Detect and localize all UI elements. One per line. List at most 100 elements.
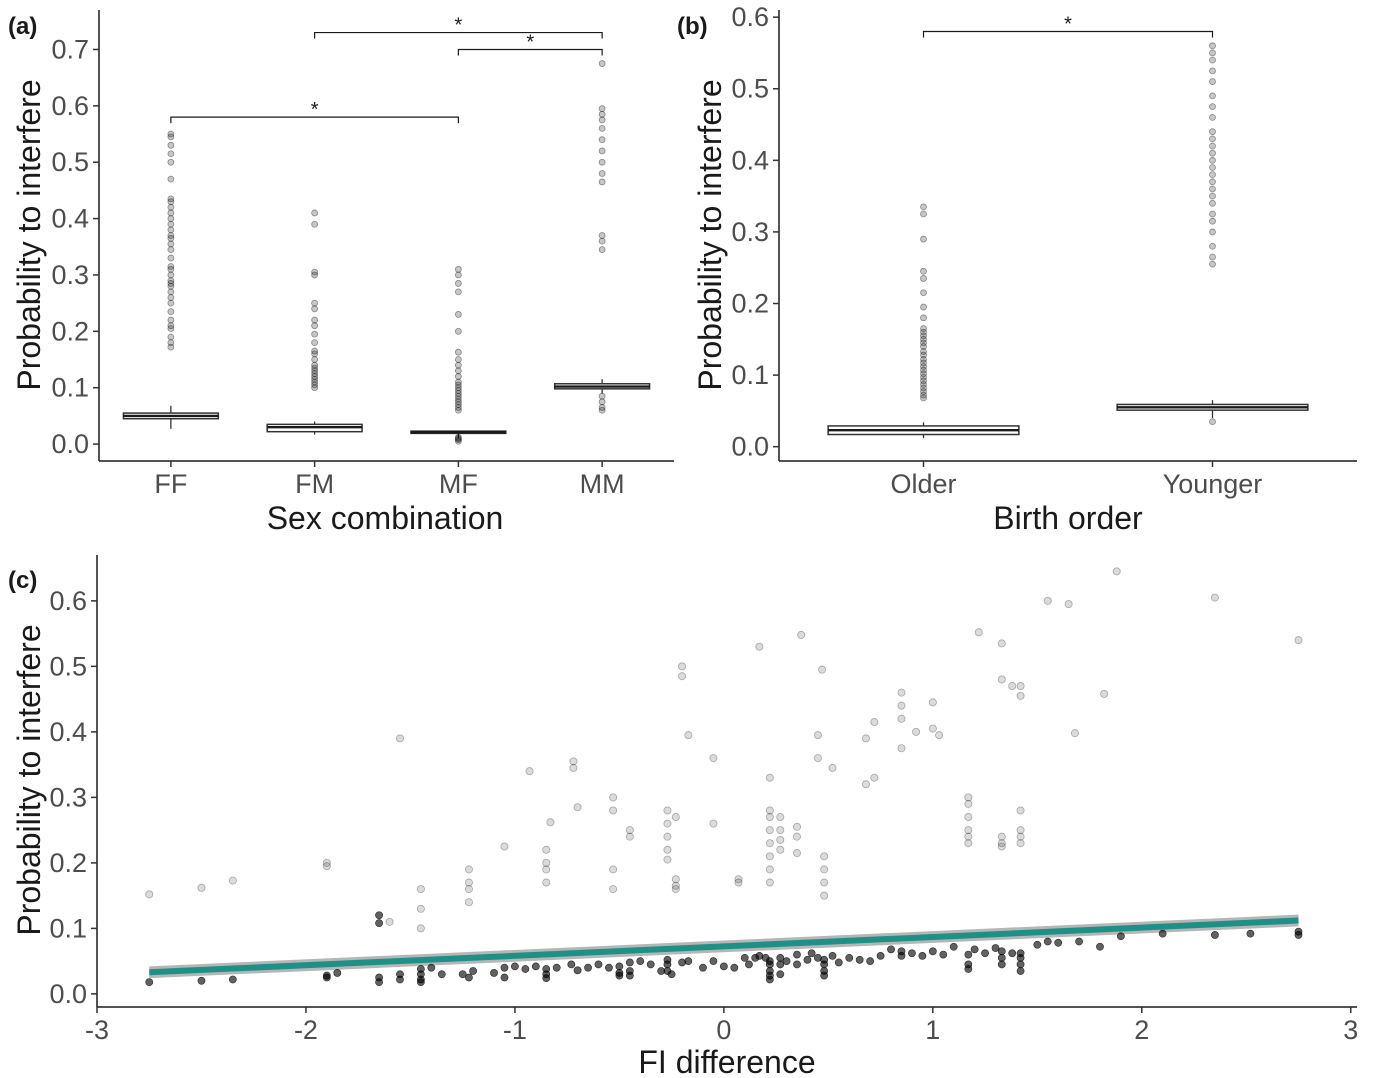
panel-a-x-tick-label: FF [154,469,187,499]
panel-c-scatter-point-light [663,832,672,841]
panel-a-outlier-point [311,361,319,369]
panel-c-scatter-point-dark [396,975,404,984]
panel-c-scatter-point-dark [765,975,774,984]
panel-c-scatter-point-light [820,865,829,874]
panel-b-y-tick-label: 0.4 [731,145,769,175]
panel-a-outlier-point [454,311,462,318]
panel-a-outlier-point [311,367,319,375]
panel-a-outlier-point [167,130,175,138]
panel-a-outlier-point [167,198,175,206]
panel-a-x-tick-label: FM [295,469,334,499]
panel-c-scatter-point-light [813,731,822,740]
panel-c-scatter-point-light [322,862,331,871]
panel-c-scatter-point-light [385,917,394,926]
panel-c-scatter-point-light [671,813,680,822]
panel-c-scatter-point-light [897,714,906,723]
panel-c-scatter-point-dark [866,957,875,966]
panel-c-scatter-point-light [997,675,1006,684]
panel-c-scatter-point-dark [542,974,551,983]
panel-c-scatter-point-dark [1008,949,1017,958]
panel-b-outlier-point [920,235,927,243]
panel-c-scatter-point-dark [981,949,989,958]
panel-c-scatter-point-dark [145,978,154,987]
panel-b-ylabel: Probability to interfere [692,79,728,390]
panel-a-outlier-point [311,375,319,383]
panel-c-scatter-point-light [663,819,672,828]
panel-b-significance-star: * [1064,13,1072,35]
panel-c-scatter-point-light [500,842,509,851]
panel-c-scatter-point-light [765,826,774,835]
panel-c-scatter-point-light [897,701,906,710]
panel-c-scatter-point-light [793,832,802,841]
panel-a-significance-star: * [454,15,462,37]
panel-b-outlier-point [920,363,927,370]
panel-a-outlier-point [598,246,606,253]
panel-c-scatter-point-dark [793,960,801,969]
panel-c-x-tick-label: -1 [503,1015,527,1045]
panel-c-scatter-point-light [1008,682,1017,691]
panel-c-scatter-point-dark [500,973,509,982]
panel-a-outlier-point [311,299,319,307]
panel-c-scatter-point-dark [745,960,753,969]
panel-a-significance-bracket [314,31,603,39]
panel-a-outlier-point [167,195,175,203]
panel-b-outlier-point [920,388,927,395]
panel-a-outlier-point [167,277,175,285]
panel-c-scatter-point-light [609,865,618,874]
panel-c-scatter-point-light [663,845,672,854]
panel-a-outlier-point [454,398,462,406]
panel-c-scatter-point-light [1016,832,1025,841]
panel-a-outlier-point [167,294,175,301]
panel-c-scatter-point-light [525,767,534,776]
panel-c-scatter-point-dark [1033,940,1042,949]
panel-c-scatter-point-dark [605,963,613,972]
panel-a-significance-bracket [457,48,603,56]
panel-c-scatter-point-dark [490,969,498,977]
panel-c-scatter-point-dark [807,949,816,958]
panel-c-scatter-point-light [625,826,634,835]
panel-c-scatter-point-light [765,773,774,782]
panel-a-outlier-point [598,124,606,132]
panel-c-scatter-point-light [678,672,687,681]
panel-a-outlier-point [454,265,462,273]
panel-c-scatter-point-light [663,806,672,815]
panel-c-scatter-point-dark [834,958,843,967]
panel-c-scatter-point-dark [1211,931,1219,939]
panel-b-significance-bracket [922,30,1214,38]
panel-c-scatter-point-dark [667,970,676,979]
panel-c-scatter-point-light [997,832,1006,841]
panel-c-scatter-point-dark [1246,929,1255,938]
panel-a-y-tick-label: 0.0 [51,429,89,459]
panel-c-scatter-point-dark [964,965,973,973]
panel-c-scatter-point-dark [646,960,655,969]
panel-c-scatter-point-light [818,665,827,674]
panel-c-scatter-point-light [569,757,578,766]
panel-c-scatter-point-light [964,799,973,808]
panel-a-outlier-point [167,299,175,307]
panel-b-tag: (b) [677,13,708,40]
panel-c-scatter-point-dark [997,953,1006,962]
panel-b-outlier-point [1209,418,1216,426]
panel-c-scatter-point-dark [928,947,937,956]
panel-c-scatter-point-light [671,875,680,884]
panel-a-outlier-point [598,110,606,118]
panel-a-y-tick-label: 0.2 [51,316,89,346]
panel-c-scatter-point-dark [465,973,473,982]
panel-b-outlier-point [1209,128,1216,136]
panel-c-scatter-point-light [1294,636,1303,645]
panel-c-scatter-point-light [765,839,774,848]
panel-a-outlier-point [454,387,462,394]
panel-a-outlier-point [167,288,175,296]
panel-a-outlier-point [598,237,606,245]
panel-c-y-tick-label: 0.3 [49,782,87,812]
panel-c-scatter-point-light [542,845,551,854]
panel-a-outlier-point [454,384,462,392]
panel-b-x-tick-label: Younger [1163,469,1263,499]
panel-c-scatter-point-light [322,858,331,867]
panel-c-scatter-point-light [1112,567,1121,576]
panel-c-scatter-point-light [416,924,425,933]
panel-b-outlier-point [1209,149,1216,157]
panel-c-scatter-point-dark [908,949,916,958]
panel-c-scatter-point-light [573,803,582,812]
panel-c-trend-line [149,917,1299,976]
